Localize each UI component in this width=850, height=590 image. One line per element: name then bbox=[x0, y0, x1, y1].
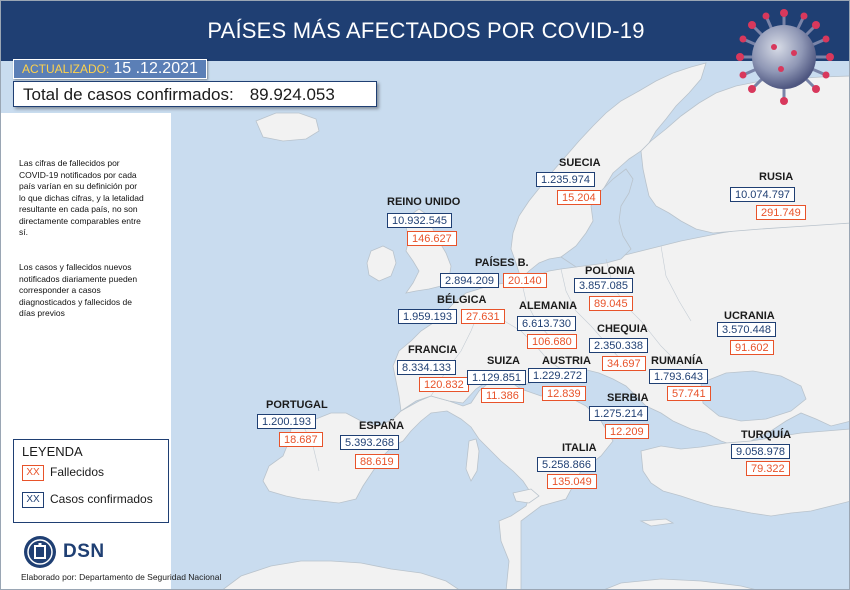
update-date: 15 .12.2021 bbox=[113, 60, 198, 77]
deaths-rumania: 57.741 bbox=[667, 386, 711, 401]
country-name-espana: ESPAÑA bbox=[359, 420, 405, 432]
north-africa bbox=[222, 560, 459, 589]
deaths-belgica: 27.631 bbox=[461, 309, 505, 324]
continent-landmass bbox=[262, 378, 614, 589]
country-name-reino-unido: REINO UNIDO bbox=[387, 196, 461, 208]
dsn-logo: DSN bbox=[23, 535, 133, 569]
north-africa-east bbox=[604, 578, 755, 589]
legend-deaths-swatch: XX bbox=[22, 465, 44, 481]
deaths-espana: 88.619 bbox=[355, 454, 399, 469]
country-name-chequia: CHEQUIA bbox=[597, 323, 648, 335]
cases-espana: 5.393.268 bbox=[340, 435, 399, 450]
cases-chequia: 2.350.338 bbox=[589, 338, 648, 353]
cases-austria: 1.229.272 bbox=[528, 368, 587, 383]
update-label: ACTUALIZADO: bbox=[22, 62, 110, 76]
country-name-serbia: SERBIA bbox=[607, 392, 649, 404]
ireland bbox=[366, 245, 397, 282]
footer-credit: Elaborado por: Departamento de Seguridad… bbox=[21, 572, 222, 582]
sicily bbox=[512, 488, 540, 504]
country-name-turquia: TURQUÍA bbox=[741, 429, 792, 441]
great-britain bbox=[405, 208, 452, 294]
country-name-rumania: RUMANÍA bbox=[651, 355, 703, 367]
total-cases-label: Total de casos confirmados: bbox=[23, 85, 234, 104]
cases-rumania: 1.793.643 bbox=[649, 369, 708, 384]
deaths-ucrania: 91.602 bbox=[730, 340, 774, 355]
header-bar: PAÍSES MÁS AFECTADOS POR COVID-19 bbox=[1, 1, 849, 61]
corsica-sardinia bbox=[465, 438, 480, 482]
crete bbox=[639, 518, 675, 527]
deaths-reino-unido: 146.627 bbox=[407, 231, 457, 246]
page-title: PAÍSES MÁS AFECTADOS POR COVID-19 bbox=[207, 18, 645, 43]
total-cases-box: Total de casos confirmados: 89.924.053 bbox=[13, 81, 377, 107]
legend-cases-label: Casos confirmados bbox=[50, 492, 153, 507]
note-daily-reporting: Los casos y fallecidos nuevos notificado… bbox=[19, 262, 138, 318]
legend-cases: XX Casos confirmados bbox=[22, 492, 153, 508]
country-name-italia: ITALIA bbox=[562, 442, 597, 454]
finland-russia-north bbox=[640, 75, 849, 234]
deaths-serbia: 12.209 bbox=[605, 424, 649, 439]
cases-alemania: 6.613.730 bbox=[517, 316, 576, 331]
dsn-logo-text: DSN bbox=[63, 541, 105, 562]
country-name-suiza: SUIZA bbox=[487, 355, 520, 367]
baltic-sea bbox=[560, 168, 634, 268]
cases-polonia: 3.857.085 bbox=[574, 278, 633, 293]
update-date-badge: ACTUALIZADO: 15 .12.2021 bbox=[13, 59, 207, 79]
cases-serbia: 1.275.214 bbox=[589, 406, 648, 421]
country-name-belgica: BÉLGICA bbox=[437, 294, 487, 306]
iceland bbox=[255, 112, 320, 142]
country-name-polonia: POLONIA bbox=[585, 265, 636, 277]
country-name-portugal: PORTUGAL bbox=[266, 399, 328, 411]
deaths-francia: 120.832 bbox=[419, 377, 469, 392]
country-name-francia: FRANCIA bbox=[408, 344, 458, 356]
deaths-portugal: 18.687 bbox=[279, 432, 323, 447]
cases-rusia: 10.074.797 bbox=[730, 187, 796, 202]
total-cases-value: 89.924.053 bbox=[249, 85, 335, 104]
deaths-turquia: 79.322 bbox=[746, 461, 790, 476]
country-name-ucrania: UCRANIA bbox=[724, 310, 775, 322]
deaths-suecia: 15.204 bbox=[557, 190, 601, 205]
country-name-alemania: ALEMANIA bbox=[519, 300, 578, 312]
deaths-suiza: 11.386 bbox=[481, 388, 524, 403]
cases-suecia: 1.235.974 bbox=[536, 172, 595, 187]
cases-reino-unido: 10.932.545 bbox=[387, 213, 453, 228]
cases-ucrania: 3.570.448 bbox=[717, 322, 776, 337]
deaths-chequia: 34.697 bbox=[602, 356, 646, 371]
turkey bbox=[640, 428, 849, 517]
legend-title: LEYENDA bbox=[22, 444, 83, 459]
cases-belgica: 1.959.193 bbox=[398, 309, 457, 324]
country-name-suecia: SUECIA bbox=[559, 157, 601, 169]
cases-italia: 5.258.866 bbox=[537, 457, 596, 472]
deaths-alemania: 106.680 bbox=[527, 334, 577, 349]
coronavirus-icon bbox=[736, 9, 834, 105]
black-sea bbox=[700, 370, 807, 422]
legend: LEYENDA XX Fallecidos XX Casos confirmados bbox=[13, 439, 169, 523]
legend-cases-swatch: XX bbox=[22, 492, 44, 508]
deaths-polonia: 89.045 bbox=[589, 296, 633, 311]
cases-turquia: 9.058.978 bbox=[731, 444, 790, 459]
deaths-italia: 135.049 bbox=[547, 474, 597, 489]
deaths-austria: 12.839 bbox=[542, 386, 586, 401]
cases-paises-b: 2.894.209 bbox=[440, 273, 499, 288]
country-name-paises-b: PAÍSES B. bbox=[475, 257, 529, 269]
legend-deaths: XX Fallecidos bbox=[22, 465, 104, 481]
legend-deaths-label: Fallecidos bbox=[50, 465, 105, 480]
deaths-rusia: 291.749 bbox=[756, 205, 806, 220]
deaths-paises-b: 20.140 bbox=[503, 273, 547, 288]
country-name-rusia: RUSIA bbox=[759, 171, 794, 183]
cases-francia: 8.334.133 bbox=[397, 360, 456, 375]
dsn-emblem-icon bbox=[24, 536, 56, 568]
country-name-austria: AUSTRIA bbox=[542, 355, 591, 367]
cases-portugal: 1.200.193 bbox=[257, 414, 316, 429]
note-deaths-definition: Las cifras de fallecidos por COVID-19 no… bbox=[19, 158, 144, 237]
cases-suiza: 1.129.851 bbox=[467, 370, 526, 385]
